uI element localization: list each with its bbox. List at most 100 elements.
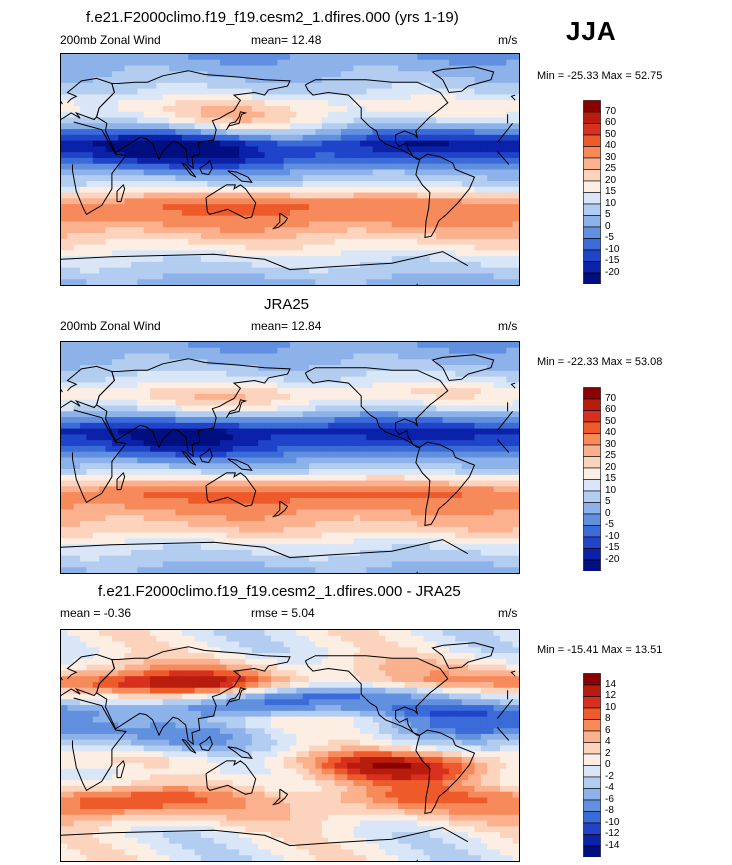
wind-cell xyxy=(245,411,253,418)
wind-cell xyxy=(61,428,68,436)
wind-cell xyxy=(512,227,519,234)
wind-cell xyxy=(207,250,215,257)
wind-cell xyxy=(436,71,444,78)
wind-cell xyxy=(372,451,380,459)
wind-cell xyxy=(423,273,431,280)
wind-cell xyxy=(461,146,469,153)
wind-cell xyxy=(487,463,495,470)
wind-cell xyxy=(353,244,361,251)
wind-cell xyxy=(340,123,348,130)
wind-cell xyxy=(270,451,278,459)
wind-cell xyxy=(156,244,164,251)
wind-cell xyxy=(334,227,342,234)
wind-cell xyxy=(512,399,519,407)
wind-cell xyxy=(334,469,342,476)
wind-cell xyxy=(194,417,202,424)
wind-cell xyxy=(449,186,456,194)
wind-cell xyxy=(67,405,75,412)
wind-cell xyxy=(436,140,444,148)
wind-cell xyxy=(366,181,374,188)
wind-cell xyxy=(264,233,272,240)
wind-cell xyxy=(162,71,170,78)
wind-cell xyxy=(67,492,75,499)
wind-cell xyxy=(290,82,297,90)
wind-cell xyxy=(251,54,259,61)
wind-cell xyxy=(398,256,406,263)
wind-cell xyxy=(290,411,297,418)
wind-cell xyxy=(188,123,196,130)
wind-cell xyxy=(264,434,272,441)
wind-cell xyxy=(220,503,227,511)
wind-cell xyxy=(283,134,291,142)
wind-cell xyxy=(372,152,380,159)
wind-cell xyxy=(442,347,450,355)
wind-cell xyxy=(417,497,425,505)
wind-cell xyxy=(429,175,437,182)
wind-cell xyxy=(67,100,75,107)
wind-cell xyxy=(334,221,342,228)
wind-cell xyxy=(347,474,355,482)
wind-cell xyxy=(461,88,469,96)
wind-cell xyxy=(290,238,297,246)
wind-cell xyxy=(353,393,361,401)
wind-cell xyxy=(73,134,81,142)
wind-cell xyxy=(455,94,463,101)
wind-cell xyxy=(302,215,310,223)
wind-cell xyxy=(398,59,406,67)
wind-cell xyxy=(86,169,94,176)
wind-cell xyxy=(130,445,138,453)
wind-cell xyxy=(130,129,138,136)
wind-cell xyxy=(359,451,367,459)
wind-cell xyxy=(321,469,329,476)
wind-cell xyxy=(188,117,196,124)
wind-cell xyxy=(156,250,164,257)
wind-cell xyxy=(302,382,310,389)
wind-cell xyxy=(436,267,444,275)
wind-cell xyxy=(169,71,177,78)
wind-cell xyxy=(410,198,418,205)
wind-cell xyxy=(372,233,380,240)
wind-cell xyxy=(156,417,164,424)
wind-cell xyxy=(493,250,501,257)
wind-cell xyxy=(493,256,501,263)
wind-cell xyxy=(232,227,240,234)
wind-cell xyxy=(283,181,291,188)
wind-cell xyxy=(499,388,507,395)
wind-cell xyxy=(226,233,234,240)
wind-cell xyxy=(264,65,272,72)
wind-cell xyxy=(334,192,342,199)
wind-cell xyxy=(150,88,158,96)
wind-cell xyxy=(328,65,336,72)
wind-cell xyxy=(480,497,488,505)
wind-cell xyxy=(315,238,323,246)
wind-cell xyxy=(150,204,158,211)
coastline-sumatra xyxy=(181,162,197,178)
colorbar-swatch xyxy=(583,169,601,182)
wind-cell xyxy=(111,480,119,487)
wind-cell xyxy=(302,169,310,176)
wind-cell xyxy=(372,492,380,499)
wind-cell xyxy=(226,77,234,84)
wind-cell xyxy=(111,100,119,107)
wind-cell xyxy=(124,117,132,124)
wind-cell xyxy=(251,100,259,107)
wind-cell xyxy=(283,100,291,107)
wind-cell xyxy=(264,221,272,228)
wind-cell xyxy=(239,440,247,447)
wind-cell xyxy=(296,261,304,269)
wind-cell xyxy=(410,273,418,280)
wind-cell xyxy=(200,267,208,275)
wind-cell xyxy=(258,353,266,360)
wind-cell xyxy=(73,82,81,90)
wind-cell xyxy=(226,209,234,217)
wind-cell xyxy=(442,198,450,205)
wind-cell xyxy=(251,186,259,194)
wind-cell xyxy=(334,186,342,194)
wind-cell xyxy=(264,353,272,360)
wind-cell xyxy=(270,457,278,464)
wind-cell xyxy=(359,399,367,407)
wind-cell xyxy=(175,59,183,67)
wind-cell xyxy=(436,370,444,378)
wind-cell xyxy=(429,422,437,430)
wind-cell xyxy=(372,204,380,211)
